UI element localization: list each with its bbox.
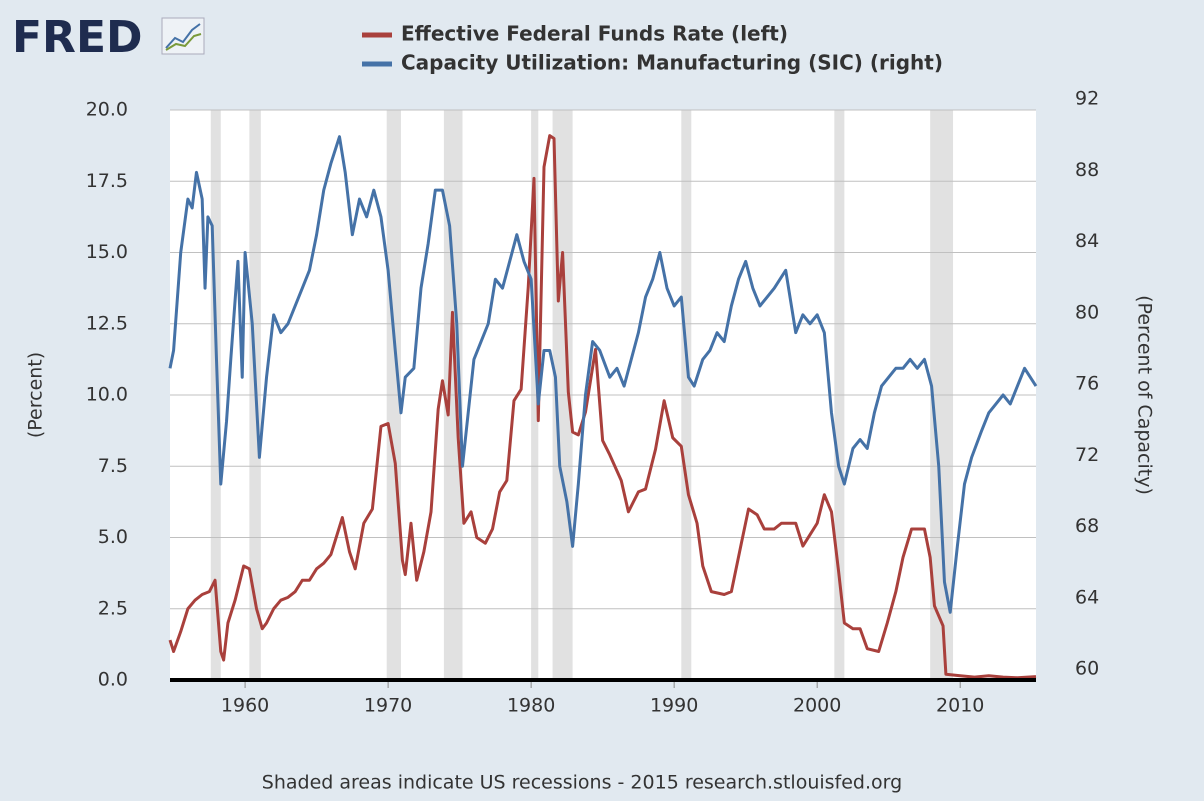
y2-tick-label: 84 xyxy=(1075,230,1099,252)
x-tick-label: 1970 xyxy=(364,695,412,717)
x-tick-label: 2000 xyxy=(793,695,841,717)
y-tick-label: 0.0 xyxy=(98,669,128,691)
data-line xyxy=(168,134,1037,680)
y-tick-label: 10.0 xyxy=(86,384,128,406)
y-tick-label: 12.5 xyxy=(86,312,128,334)
y-tick-label: 5.0 xyxy=(98,526,128,548)
footer-note: Shaded areas indicate US recessions - 20… xyxy=(262,772,902,794)
y-tick-label: 15.0 xyxy=(86,241,128,263)
y2-tick-label: 76 xyxy=(1075,373,1099,395)
y-tick-label: 2.5 xyxy=(98,597,128,619)
y-axis-label: (Percent) xyxy=(25,352,47,438)
y2-tick-label: 80 xyxy=(1075,301,1099,323)
x-tick-label: 1980 xyxy=(507,695,555,717)
y2-tick-label: 64 xyxy=(1075,586,1099,608)
legend-label: Effective Federal Funds Rate (left) xyxy=(401,22,788,46)
logo-text: FRED xyxy=(12,12,143,63)
y-tick-label: 17.5 xyxy=(86,170,128,192)
logo-icon xyxy=(161,17,205,55)
legend-label: Capacity Utilization: Manufacturing (SIC… xyxy=(401,51,943,75)
y2-tick-label: 72 xyxy=(1075,444,1099,466)
x-tick-label: 2010 xyxy=(936,695,984,717)
y2-tick-label: 68 xyxy=(1075,515,1099,537)
y-tick-label: 20.0 xyxy=(86,99,128,121)
y2-axis-label: (Percent of Capacity) xyxy=(1134,295,1156,495)
y-tick-label: 7.5 xyxy=(98,455,128,477)
y2-tick-label: 60 xyxy=(1075,658,1099,680)
x-tick-label: 1990 xyxy=(650,695,698,717)
y2-tick-label: 88 xyxy=(1075,159,1099,181)
data-line xyxy=(168,135,1038,614)
y2-tick-label: 92 xyxy=(1075,88,1099,110)
x-tick-label: 1960 xyxy=(221,695,269,717)
